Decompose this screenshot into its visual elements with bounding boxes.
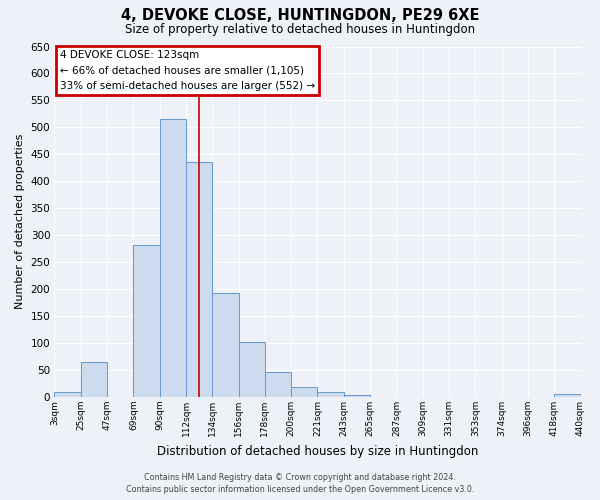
Y-axis label: Number of detached properties: Number of detached properties xyxy=(15,134,25,310)
Bar xyxy=(160,120,186,397)
Text: 4, DEVOKE CLOSE, HUNTINGDON, PE29 6XE: 4, DEVOKE CLOSE, HUNTINGDON, PE29 6XE xyxy=(121,8,479,22)
Bar xyxy=(55,392,81,397)
X-axis label: Distribution of detached houses by size in Huntingdon: Distribution of detached houses by size … xyxy=(157,444,478,458)
Bar xyxy=(239,342,265,397)
Text: Size of property relative to detached houses in Huntingdon: Size of property relative to detached ho… xyxy=(125,22,475,36)
Bar xyxy=(212,294,239,397)
Text: Contains HM Land Registry data © Crown copyright and database right 2024.
Contai: Contains HM Land Registry data © Crown c… xyxy=(126,472,474,494)
Bar xyxy=(344,396,370,397)
Bar xyxy=(265,372,291,397)
Bar xyxy=(133,245,160,397)
Bar xyxy=(554,394,581,397)
Text: 4 DEVOKE CLOSE: 123sqm
← 66% of detached houses are smaller (1,105)
33% of semi-: 4 DEVOKE CLOSE: 123sqm ← 66% of detached… xyxy=(60,50,315,91)
Bar xyxy=(317,392,344,397)
Bar xyxy=(291,388,317,397)
Bar xyxy=(81,362,107,397)
Bar xyxy=(186,162,212,397)
